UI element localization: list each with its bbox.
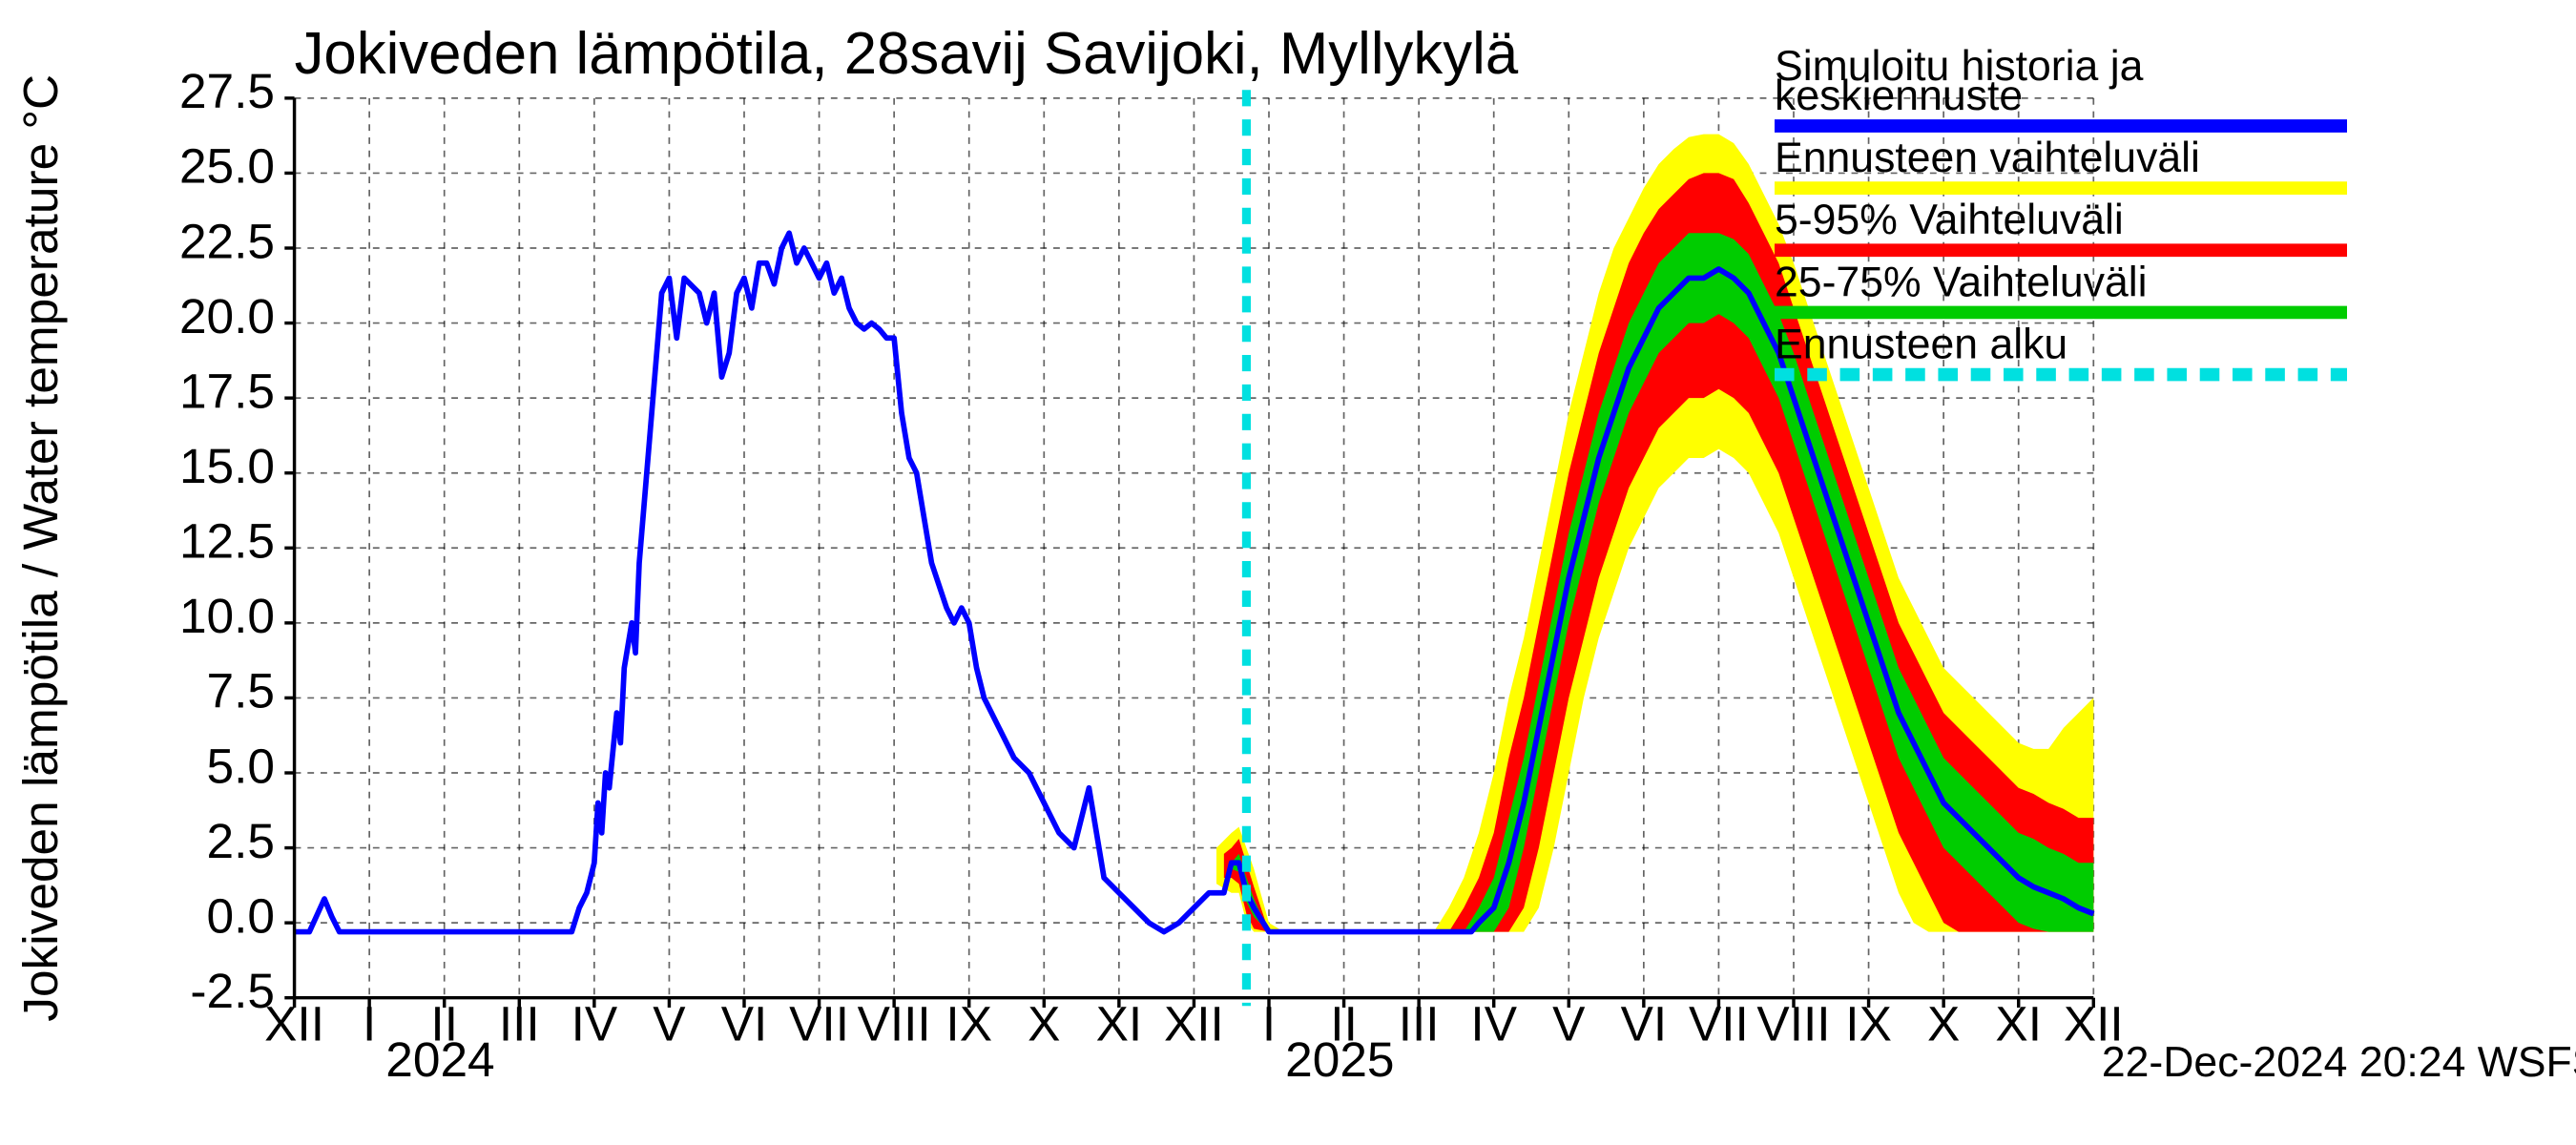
svg-text:27.5: 27.5 xyxy=(179,63,275,118)
svg-text:VIII: VIII xyxy=(1756,995,1830,1051)
svg-text:X: X xyxy=(1028,995,1060,1051)
svg-text:V: V xyxy=(1552,995,1586,1051)
svg-text:10.0: 10.0 xyxy=(179,588,275,643)
svg-text:7.5: 7.5 xyxy=(207,663,275,718)
svg-text:IV: IV xyxy=(571,995,618,1051)
svg-text:IX: IX xyxy=(1845,995,1892,1051)
svg-text:5.0: 5.0 xyxy=(207,738,275,793)
footer-timestamp: 22-Dec-2024 20:24 WSFS-O xyxy=(2102,1039,2576,1086)
svg-text:5-95% Vaihteluväli: 5-95% Vaihteluväli xyxy=(1775,197,2124,243)
svg-text:Ennusteen vaihteluväli: Ennusteen vaihteluväli xyxy=(1775,135,2200,181)
svg-text:VII: VII xyxy=(789,995,849,1051)
svg-text:I: I xyxy=(1262,995,1276,1051)
chart-svg: -2.5 0.0 2.5 5.0 7.5 10.0 12.5 15.0 17.5 20.0 22.5… xyxy=(0,0,2576,1145)
svg-text:22.5: 22.5 xyxy=(179,213,275,268)
svg-text:15.0: 15.0 xyxy=(179,438,275,493)
svg-text:2024: 2024 xyxy=(385,1031,494,1087)
svg-text:20.0: 20.0 xyxy=(179,288,275,344)
svg-text:IV: IV xyxy=(1470,995,1517,1051)
svg-text:V: V xyxy=(653,995,686,1051)
svg-text:III: III xyxy=(499,995,540,1051)
chart-title: Jokiveden lämpötila, 28savij Savijoki, M… xyxy=(295,21,1519,87)
chart-container: -2.5 0.0 2.5 5.0 7.5 10.0 12.5 15.0 17.5 20.0 22.5… xyxy=(0,0,2576,1145)
svg-text:25-75% Vaihteluväli: 25-75% Vaihteluväli xyxy=(1775,259,2148,305)
svg-text:25.0: 25.0 xyxy=(179,138,275,194)
svg-text:XI: XI xyxy=(1995,995,2042,1051)
svg-text:-2.5: -2.5 xyxy=(190,963,275,1018)
svg-text:XII: XII xyxy=(264,995,324,1051)
svg-text:XI: XI xyxy=(1096,995,1143,1051)
svg-text:IX: IX xyxy=(945,995,992,1051)
svg-text:VI: VI xyxy=(721,995,768,1051)
svg-text:VII: VII xyxy=(1689,995,1749,1051)
svg-text:Ennusteen alku: Ennusteen alku xyxy=(1775,321,2067,367)
svg-text:VIII: VIII xyxy=(858,995,931,1051)
svg-text:I: I xyxy=(363,995,376,1051)
svg-text:0.0: 0.0 xyxy=(207,887,275,943)
svg-text:17.5: 17.5 xyxy=(179,363,275,418)
y-axis-label: Jokiveden lämpötila / Water temperature … xyxy=(12,74,68,1022)
svg-text:III: III xyxy=(1399,995,1440,1051)
svg-text:XII: XII xyxy=(1164,995,1224,1051)
svg-text:VI: VI xyxy=(1621,995,1668,1051)
svg-text:keskiennuste: keskiennuste xyxy=(1775,73,2023,119)
svg-text:12.5: 12.5 xyxy=(179,513,275,569)
svg-text:2.5: 2.5 xyxy=(207,813,275,868)
svg-text:2025: 2025 xyxy=(1285,1031,1394,1087)
svg-text:X: X xyxy=(1927,995,1960,1051)
